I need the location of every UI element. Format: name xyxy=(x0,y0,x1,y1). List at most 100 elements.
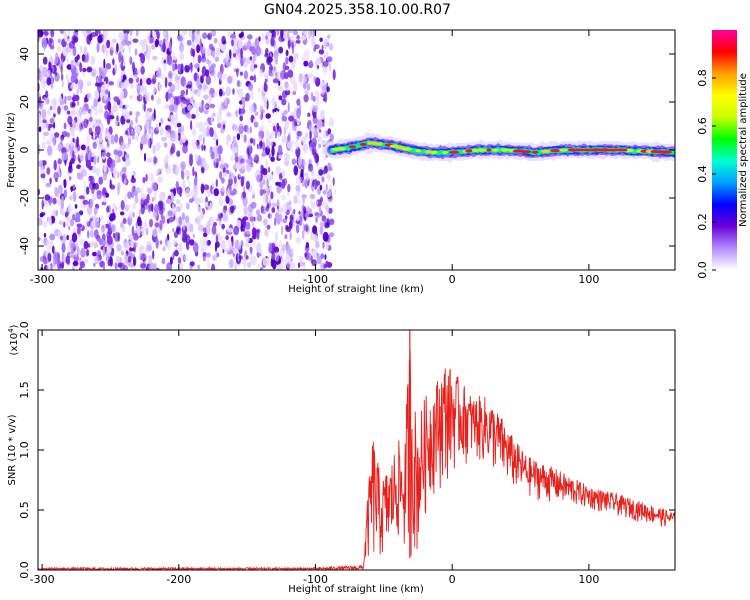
noise-speckle xyxy=(332,177,335,186)
noise-speckle xyxy=(219,71,223,82)
noise-speckle xyxy=(83,54,88,63)
spectrogram-x-axis-label: Height of straight line (km) xyxy=(288,284,424,295)
noise-speckle xyxy=(90,104,95,110)
noise-speckle xyxy=(106,152,111,158)
noise-speckle xyxy=(224,97,227,107)
noise-speckle xyxy=(186,39,192,46)
noise-speckle xyxy=(307,112,311,118)
noise-speckle xyxy=(303,158,307,168)
noise-speckle xyxy=(55,209,59,217)
noise-speckle xyxy=(210,114,213,125)
noise-speckle xyxy=(271,145,275,157)
noise-speckle xyxy=(102,194,107,204)
noise-speckle xyxy=(89,116,93,123)
noise-speckle xyxy=(135,221,138,229)
noise-speckle xyxy=(227,188,230,198)
noise-speckle xyxy=(51,209,57,218)
noise-speckle xyxy=(153,156,158,164)
noise-speckle xyxy=(173,96,179,107)
noise-speckle xyxy=(83,46,88,55)
noise-speckle xyxy=(286,261,291,269)
noise-speckle xyxy=(192,233,195,238)
noise-speckle xyxy=(222,86,225,93)
noise-speckle xyxy=(126,119,131,124)
noise-speckle xyxy=(260,109,265,114)
noise-speckle xyxy=(92,165,96,174)
noise-speckle xyxy=(163,142,168,148)
noise-speckle xyxy=(264,186,269,192)
noise-speckle xyxy=(202,128,208,133)
noise-speckle xyxy=(212,182,215,188)
noise-speckle xyxy=(46,167,51,175)
noise-speckle xyxy=(140,53,146,64)
spectrogram-y-ticks: -40 -20 0 20 40 xyxy=(18,47,675,255)
noise-speckle xyxy=(194,171,198,177)
noise-speckle xyxy=(225,62,232,67)
noise-speckle xyxy=(312,95,316,102)
noise-speckle xyxy=(170,188,176,193)
ridge-peak xyxy=(349,145,356,149)
y-tick-label: 20 xyxy=(18,95,31,109)
noise-speckle xyxy=(155,70,161,78)
noise-speckle xyxy=(249,104,254,115)
noise-speckle xyxy=(172,63,176,72)
noise-speckle xyxy=(46,202,49,208)
noise-speckle xyxy=(296,216,300,222)
noise-speckle xyxy=(63,30,67,36)
noise-speckle xyxy=(199,101,202,108)
noise-speckle xyxy=(213,71,217,82)
noise-speckle xyxy=(189,62,193,70)
noise-speckle xyxy=(47,252,52,262)
noise-speckle xyxy=(38,144,41,155)
noise-speckle xyxy=(210,30,217,37)
noise-speckle xyxy=(134,187,141,194)
noise-speckle xyxy=(240,112,243,117)
noise-speckle xyxy=(302,30,308,36)
noise-speckle xyxy=(276,30,280,36)
ridge-peak xyxy=(359,142,367,146)
noise-speckle xyxy=(193,72,198,82)
noise-speckle xyxy=(70,186,73,193)
noise-speckle xyxy=(174,123,178,130)
noise-speckle xyxy=(243,134,247,143)
noise-speckle xyxy=(239,80,243,88)
noise-speckle xyxy=(222,167,226,174)
noise-speckle xyxy=(86,52,89,63)
noise-speckle xyxy=(40,173,46,179)
noise-speckle xyxy=(43,233,47,238)
noise-speckle xyxy=(197,264,201,270)
noise-speckle xyxy=(109,256,113,267)
noise-speckle xyxy=(196,215,201,226)
noise-speckle xyxy=(55,71,58,77)
noise-speckle xyxy=(118,205,121,213)
noise-speckle xyxy=(59,263,64,269)
noise-speckle xyxy=(129,30,133,36)
noise-speckle xyxy=(69,146,73,157)
noise-speckle xyxy=(156,168,161,173)
noise-speckle xyxy=(132,170,136,177)
noise-speckle xyxy=(291,158,297,165)
noise-speckle xyxy=(54,132,60,138)
noise-speckle xyxy=(311,30,314,40)
noise-speckle xyxy=(314,44,320,50)
noise-speckle xyxy=(267,203,270,209)
noise-speckle xyxy=(50,30,55,38)
noise-speckle xyxy=(172,252,175,261)
noise-speckle xyxy=(183,254,189,262)
noise-speckle xyxy=(165,91,169,102)
noise-speckle xyxy=(249,56,253,61)
noise-speckle xyxy=(312,112,317,119)
noise-speckle xyxy=(170,146,175,155)
y-tick-label: 0 xyxy=(18,147,31,154)
noise-speckle xyxy=(212,112,216,117)
y-tick-label: -40 xyxy=(18,237,31,255)
noise-speckle xyxy=(246,255,249,260)
spectrogram-x-ticks: -300 -200 -100 0 100 xyxy=(30,30,599,286)
noise-speckle xyxy=(176,122,182,128)
noise-speckle xyxy=(128,210,132,220)
noise-speckle xyxy=(295,184,301,193)
noise-speckle xyxy=(301,136,307,144)
noise-speckle xyxy=(156,39,160,46)
noise-speckle xyxy=(61,252,65,262)
noise-speckle xyxy=(242,196,248,207)
